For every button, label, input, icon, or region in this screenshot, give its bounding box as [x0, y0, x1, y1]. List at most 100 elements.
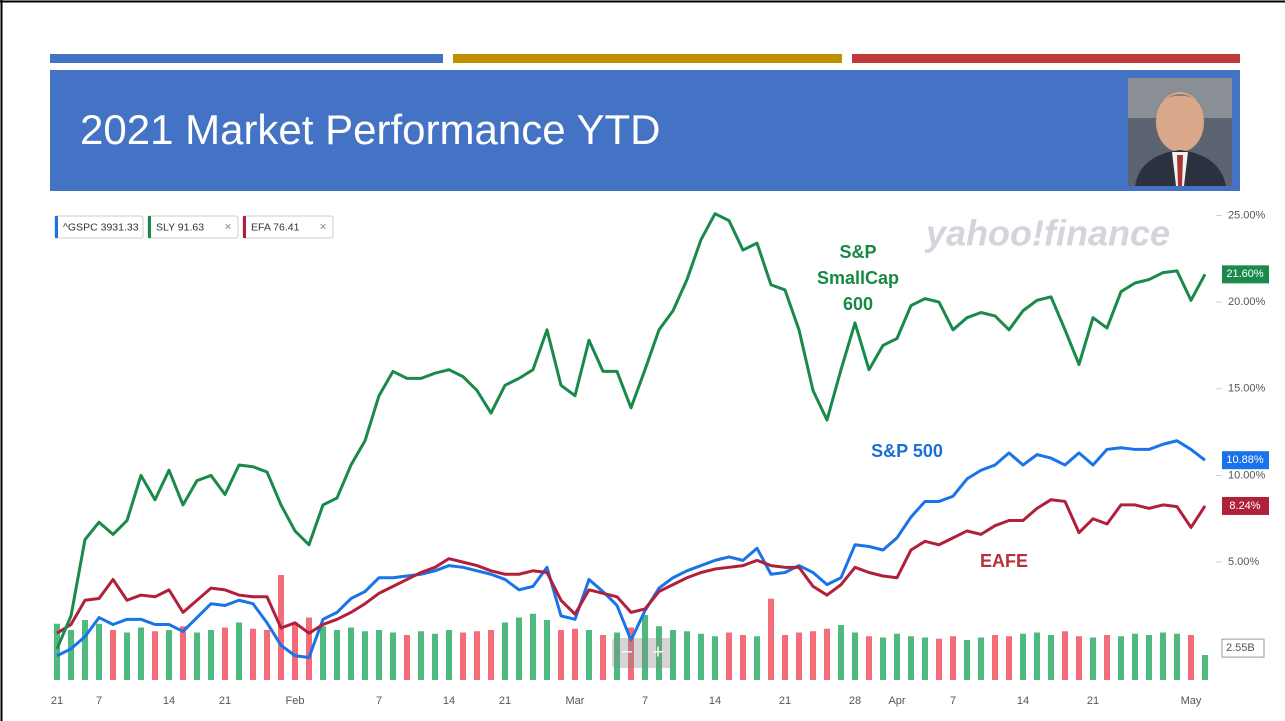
- legend-label: SLY 91.63: [156, 221, 204, 233]
- legend-swatch: [55, 216, 58, 238]
- last-value-label: 8.24%: [1229, 500, 1260, 512]
- volume-bar: [362, 631, 368, 680]
- volume-bar: [978, 637, 984, 680]
- volume-bar: [698, 633, 704, 680]
- volume-bar: [600, 635, 606, 680]
- x-tick-label: 7: [642, 695, 648, 707]
- volume-bar: [1132, 633, 1138, 680]
- volume-bar: [1202, 655, 1208, 680]
- series-line: [55, 212, 1207, 650]
- series-line: [56, 439, 1206, 659]
- x-tick-label: 7: [376, 695, 382, 707]
- x-tick-label: 21: [219, 695, 231, 707]
- y-tick-label: 20.00%: [1228, 296, 1266, 308]
- y2-tick-label: 2.55B: [1226, 642, 1255, 654]
- volume-bar: [712, 636, 718, 680]
- volume-bar: [810, 631, 816, 680]
- x-tick-label: Feb: [286, 695, 305, 707]
- volume-bar: [516, 617, 522, 680]
- chart: yahoo!finance 21 7 14 21 Feb 7 14 21 Mar 7 14 21 28 Ap…: [51, 209, 1269, 707]
- volume-bar: [1020, 633, 1026, 680]
- x-tick-label: 14: [443, 695, 455, 707]
- volume-bar: [96, 623, 102, 680]
- volume-bar: [754, 636, 760, 680]
- volume-bar: [502, 622, 508, 680]
- volume-bar: [250, 628, 256, 680]
- last-value-badge: [1222, 451, 1269, 470]
- volume-bar: [1006, 636, 1012, 680]
- volume-bar: [880, 637, 886, 680]
- legend-label: ^GSPC 3931.33: [63, 221, 139, 233]
- volume-bar: [138, 627, 144, 680]
- volume-bar: [1076, 636, 1082, 680]
- volume-bar: [670, 630, 676, 680]
- x-tick-label: 21: [779, 695, 791, 707]
- legend-item[interactable]: EFA 76.41 ×: [242, 215, 334, 239]
- volume-bar: [1034, 632, 1040, 680]
- volume-bar: [1160, 632, 1166, 680]
- portrait: [1128, 78, 1232, 186]
- volume-bar: [208, 630, 214, 680]
- volume-bar: [656, 626, 662, 680]
- legend-swatch: [243, 216, 246, 238]
- volume-bar: [152, 631, 158, 680]
- series-line: [56, 498, 1207, 635]
- legend-close[interactable]: ×: [319, 220, 326, 234]
- x-tick-label: 21: [499, 695, 511, 707]
- x-tick-label: Apr: [888, 695, 905, 707]
- volume-bar: [726, 632, 732, 680]
- volume-bar: [404, 635, 410, 680]
- volume-bar: [544, 620, 550, 680]
- volume-bar: [908, 636, 914, 680]
- x-tick-label: 7: [96, 695, 102, 707]
- legend-swatch: [148, 216, 151, 238]
- volume-bar: [180, 626, 186, 680]
- volume-bar: [348, 627, 354, 680]
- legend-close[interactable]: ×: [224, 220, 231, 234]
- legend-item[interactable]: SLY 91.63 ×: [147, 215, 239, 239]
- volume-bar: [684, 631, 690, 680]
- title-band: [50, 70, 1240, 191]
- volume-bar: [194, 632, 200, 680]
- volume-bar: [264, 630, 270, 680]
- accent-bar: [453, 54, 842, 63]
- x-tick-label: 28: [849, 695, 861, 707]
- legend-item[interactable]: ^GSPC 3931.33: [54, 215, 144, 239]
- volume-bar: [950, 636, 956, 680]
- volume-bar: [222, 627, 228, 680]
- volume-bar: [866, 636, 872, 680]
- volume-bar: [446, 630, 452, 680]
- volume-bar: [824, 628, 830, 680]
- x-tick-label: 21: [51, 695, 63, 707]
- volume-bar: [320, 626, 326, 680]
- volume-bar: [166, 630, 172, 680]
- volume-bar: [922, 637, 928, 680]
- last-value-badge: [1222, 496, 1269, 515]
- zoom-in-button[interactable]: +: [652, 641, 664, 663]
- last-value-label: 21.60%: [1226, 268, 1264, 280]
- y-tick-label: 10.00%: [1228, 469, 1266, 481]
- volume-bar: [964, 640, 970, 680]
- volume-bar: [110, 630, 116, 680]
- zoom-out-button[interactable]: −: [621, 641, 633, 663]
- volume-bar: [68, 630, 74, 680]
- volume-bar: [838, 625, 844, 680]
- last-value-label: 10.88%: [1226, 454, 1264, 466]
- volume-badge: [1221, 638, 1265, 658]
- annotation: 600: [843, 294, 873, 314]
- volume-bar: [1104, 635, 1110, 680]
- volume-bar: [292, 623, 298, 680]
- annotation: S&P 500: [871, 441, 943, 461]
- y-tick-label: 15.00%: [1228, 383, 1266, 395]
- volume-bar: [796, 632, 802, 680]
- legend-label: EFA 76.41: [251, 221, 300, 233]
- volume-bar: [642, 615, 648, 680]
- y-tick-label: 25.00%: [1228, 209, 1266, 221]
- volume-bar: [1174, 633, 1180, 680]
- y-tick-label: 5.00%: [1228, 556, 1259, 568]
- x-tick-label: 7: [950, 695, 956, 707]
- volume-bar: [418, 631, 424, 680]
- volume-bar: [614, 632, 620, 680]
- x-tick-label: May: [1181, 695, 1202, 707]
- x-tick-label: 14: [709, 695, 721, 707]
